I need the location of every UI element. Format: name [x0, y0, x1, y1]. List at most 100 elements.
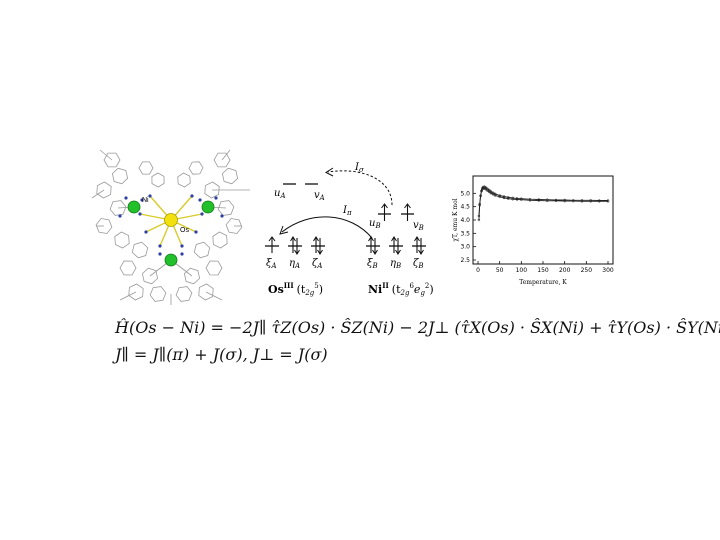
n-atom	[198, 198, 202, 202]
ni-ion-label: NiII (t2g6eg2)	[368, 281, 434, 297]
n-atom	[180, 244, 184, 248]
ligand-ring	[138, 161, 154, 175]
label-zetaA: ζA	[312, 258, 322, 270]
os-t2g-levels	[265, 236, 325, 255]
data-point	[481, 185, 485, 189]
ni-atom-label: Ni	[142, 197, 149, 204]
ligand-ring	[103, 152, 121, 168]
label-xiB: ξB	[367, 258, 378, 270]
data-point	[488, 190, 491, 194]
label-uB: uB	[369, 218, 381, 230]
n-atom	[200, 212, 204, 216]
data-point	[580, 200, 584, 203]
molecular-structure: Ni Os	[91, 149, 250, 305]
n-atom	[220, 214, 224, 218]
x-tick-label: 150	[537, 267, 549, 274]
ligand-ring	[111, 167, 129, 185]
chiT-vs-temperature-chart: 0 50 100 150 200 250 300 2.5 3.0 3.5 4.0 4.5 5.0 Te…	[452, 175, 614, 286]
data-point	[528, 199, 532, 202]
ligand-ring	[177, 172, 191, 188]
data-point	[554, 199, 558, 203]
data-point	[520, 198, 523, 201]
os-atom-label: Os	[180, 227, 189, 234]
data-point	[537, 199, 540, 202]
n-atom	[124, 196, 128, 200]
electron-zetaA-up-arrowhead	[313, 236, 319, 242]
x-tick-label: 300	[602, 267, 614, 274]
x-axis-label: Temperature, K	[519, 279, 567, 286]
orbital-energy-diagram: uA vA uB vB Iσ Iπ	[265, 162, 434, 297]
data-point	[481, 187, 485, 190]
ni-atom-right	[201, 200, 215, 214]
electron-vB-arrowhead	[404, 203, 411, 209]
n-atom	[118, 214, 122, 218]
x-tick-label: 200	[559, 267, 571, 274]
nitrogen-atoms	[118, 194, 224, 256]
n-atom	[140, 198, 144, 202]
n-atom	[158, 244, 162, 248]
data-point	[507, 197, 510, 200]
ligand-ring	[131, 241, 149, 259]
n-atom	[148, 194, 152, 198]
x-tick-label: 0	[476, 267, 480, 274]
data-point	[563, 199, 566, 203]
data-point	[606, 200, 610, 203]
electron-zetaB-up-arrowhead	[414, 236, 420, 242]
y-tick-label: 5.0	[460, 190, 470, 197]
electron-etaB-down-arrowhead	[395, 249, 401, 255]
electron-xiA-arrowhead	[268, 236, 276, 242]
electron-xiB-down-arrowhead	[372, 249, 378, 255]
electron-etaA-down-arrowhead	[294, 249, 300, 255]
x-axis-ticks: 0 50 100 150 200 250 300	[476, 261, 614, 274]
n-atom	[138, 212, 142, 216]
equation-text: Ĥ(Os − Ni) = −2J∥ τ̂Z(Os) · ŜZ(Ni) − 2J⊥…	[115, 318, 720, 337]
ligand-ring	[119, 260, 137, 276]
label-vB: vB	[413, 220, 424, 232]
series-line-2	[478, 188, 608, 217]
os-atom	[164, 213, 178, 227]
ligand-ring	[212, 231, 228, 249]
data-point	[489, 192, 493, 195]
plot-frame	[472, 175, 614, 265]
data-point	[491, 193, 495, 196]
ligand-ring	[198, 283, 214, 301]
electron-zetaB-down-arrowhead	[418, 249, 424, 255]
data-point	[494, 194, 497, 197]
y-tick-label: 4.0	[460, 217, 470, 224]
ligand-ring	[175, 286, 193, 302]
electron-etaB-up-arrowhead	[391, 236, 397, 242]
n-atom	[214, 196, 218, 200]
y-tick-label: 3.5	[460, 230, 470, 237]
electron-uB-arrowhead	[381, 203, 388, 209]
data-point	[598, 200, 601, 203]
exchange-definition-equation: J∥ = J∥(π) + J(σ), J⊥ = J(σ)	[115, 345, 328, 364]
data-series	[477, 185, 610, 222]
x-tick-label: 50	[496, 267, 504, 274]
y-tick-label: 4.5	[460, 204, 470, 211]
label-etaA: ηA	[289, 258, 300, 270]
n-atom	[194, 230, 198, 234]
ligand-ring	[114, 231, 130, 249]
ligand-bond	[119, 291, 137, 301]
os-ion-label: OsIII (t2g5)	[268, 281, 323, 297]
ligand-bond	[205, 291, 223, 301]
sigma-exchange-arrow	[327, 170, 393, 206]
ni-t2g-levels	[366, 236, 426, 255]
ligand-ring	[149, 286, 167, 302]
data-point	[511, 197, 514, 201]
ligand-ring	[193, 241, 211, 259]
label-etaB: ηB	[390, 258, 401, 270]
data-point	[479, 194, 482, 197]
electron-zetaA-down-arrowhead	[317, 249, 323, 255]
label-I-pi: Iπ	[342, 205, 352, 217]
ligand-ring	[225, 218, 243, 234]
y-axis-label: χT, emu K mol	[452, 198, 459, 241]
ligand-ring	[205, 260, 223, 276]
data-point	[478, 202, 481, 206]
ligand-bond	[91, 189, 105, 199]
data-point	[484, 188, 488, 191]
data-point	[589, 200, 592, 203]
x-tick-label: 100	[516, 267, 528, 274]
label-zetaB: ζB	[413, 258, 424, 270]
ligand-ring	[151, 172, 165, 188]
